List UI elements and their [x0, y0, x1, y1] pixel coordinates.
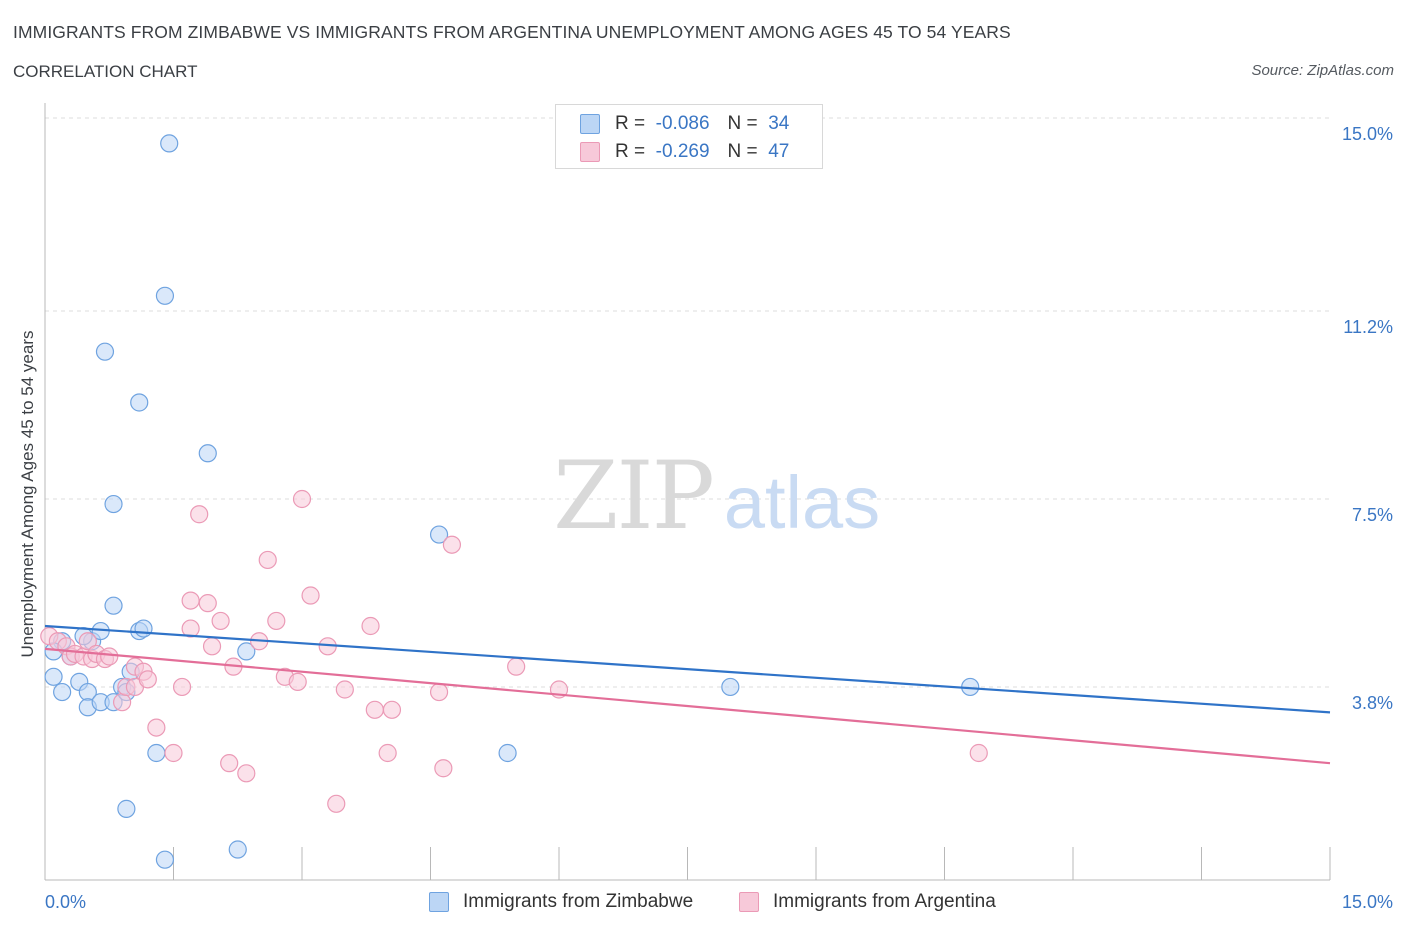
point-argentina-35: [301, 586, 320, 605]
point-argentina-30: [258, 550, 277, 570]
point-zimbabwe-20: [147, 743, 166, 763]
axes: [44, 103, 1331, 881]
point-argentina-33: [288, 672, 307, 691]
point-zimbabwe-19: [117, 799, 136, 818]
y-tick-label-3: 15.0%: [1342, 124, 1393, 144]
point-argentina-48: [969, 743, 988, 763]
point-argentina-46: [507, 657, 526, 676]
point-argentina-11: [112, 693, 132, 712]
point-zimbabwe-3: [53, 682, 72, 702]
point-argentina-25: [211, 611, 230, 631]
watermark-text: ZIP: [553, 442, 713, 551]
point-argentina-19: [172, 677, 192, 697]
point-argentina-23: [198, 594, 217, 613]
x-tick-labels: 0.0% 15.0%: [45, 892, 1393, 912]
point-argentina-43: [429, 682, 449, 702]
x-tick-label-min: 0.0%: [45, 892, 86, 912]
point-zimbabwe-17: [134, 619, 153, 638]
point-argentina-18: [164, 743, 183, 763]
point-argentina-26: [220, 754, 239, 773]
point-argentina-28: [237, 764, 256, 783]
point-zimbabwe-28: [237, 642, 256, 661]
grid-lines: [45, 117, 1330, 688]
x-tick-label-max: 15.0%: [1342, 892, 1393, 912]
n-label: N =: [727, 141, 769, 162]
trend-lines: [44, 624, 1331, 765]
point-argentina-37: [327, 794, 346, 813]
point-zimbabwe-18: [104, 494, 123, 514]
point-zimbabwe-25: [130, 393, 149, 412]
point-zimbabwe-23: [155, 286, 175, 305]
point-zimbabwe-31: [721, 677, 740, 697]
point-zimbabwe-22: [160, 134, 179, 153]
legend-label-zimbabwe: Immigrants from Zimbabwe: [463, 891, 694, 912]
point-argentina-22: [190, 505, 209, 524]
point-argentina-40: [365, 700, 384, 719]
r-label: R =: [615, 141, 656, 162]
point-argentina-44: [434, 759, 453, 778]
n-label: N =: [727, 113, 769, 134]
point-argentina-21: [181, 591, 200, 610]
point-argentina-41: [382, 700, 402, 719]
point-zimbabwe-26: [198, 444, 217, 463]
point-argentina-6: [78, 632, 97, 651]
stats-legend: R = -0.086 N = 34 R = -0.269 N = 47: [555, 104, 823, 169]
point-zimbabwe-12: [104, 596, 123, 615]
chart-title: IMMIGRANTS FROM ZIMBABWE VS IMMIGRANTS F…: [13, 22, 1011, 42]
point-argentina-16: [138, 670, 157, 689]
chart-source: Source: ZipAtlas.com: [1251, 62, 1394, 79]
y-tick-label-1: 7.5%: [1352, 505, 1393, 525]
point-zimbabwe-2: [44, 667, 63, 686]
stats-swatch-argentina: [580, 142, 600, 162]
y-tick-labels: 3.8% 7.5% 11.2% 15.0%: [1342, 124, 1393, 713]
point-argentina-39: [361, 616, 380, 636]
legend-item-zimbabwe[interactable]: Immigrants from Zimbabwe: [429, 889, 693, 915]
r-value-zimbabwe: -0.086: [655, 113, 710, 134]
y-axis-label: Unemployment Among Ages 45 to 54 years: [18, 331, 37, 658]
trend-line-argentina: [44, 647, 1331, 765]
legend-label-argentina: Immigrants from Argentina: [773, 891, 996, 912]
stats-row-zimbabwe: R = -0.086 N = 34: [580, 112, 789, 136]
legend-item-argentina[interactable]: Immigrants from Argentina: [739, 889, 996, 915]
point-argentina-20: [181, 619, 200, 638]
point-argentina-17: [147, 718, 166, 737]
n-value-argentina: 47: [768, 141, 790, 162]
point-zimbabwe-29: [429, 525, 449, 544]
watermark: ZIP atlas: [553, 442, 880, 551]
chart-subtitle: CORRELATION CHART: [13, 62, 198, 81]
point-argentina-42: [378, 743, 397, 763]
stats-swatch-zimbabwe: [580, 114, 600, 134]
n-value-zimbabwe: 34: [768, 113, 790, 134]
point-zimbabwe-27: [228, 840, 247, 859]
watermark-text-atlas: atlas: [724, 461, 880, 544]
trend-line-zimbabwe: [44, 624, 1331, 714]
legend-swatch-zimbabwe: [429, 892, 449, 912]
point-zimbabwe-21: [155, 850, 175, 869]
r-label: R =: [615, 113, 656, 134]
y-tick-label-2: 11.2%: [1343, 317, 1393, 337]
point-zimbabwe-24: [95, 342, 115, 361]
point-argentina-24: [202, 637, 222, 656]
point-argentina-31: [267, 611, 286, 631]
point-argentina-34: [292, 489, 312, 509]
r-value-argentina: -0.269: [655, 141, 710, 162]
point-argentina-10: [100, 647, 119, 666]
point-argentina-38: [335, 680, 354, 699]
legend-swatch-argentina: [739, 892, 759, 912]
y-tick-label-0: 3.8%: [1352, 693, 1393, 713]
point-zimbabwe-30: [498, 743, 517, 763]
point-argentina-45: [442, 535, 462, 554]
stats-row-argentina: R = -0.269 N = 47: [580, 140, 789, 164]
